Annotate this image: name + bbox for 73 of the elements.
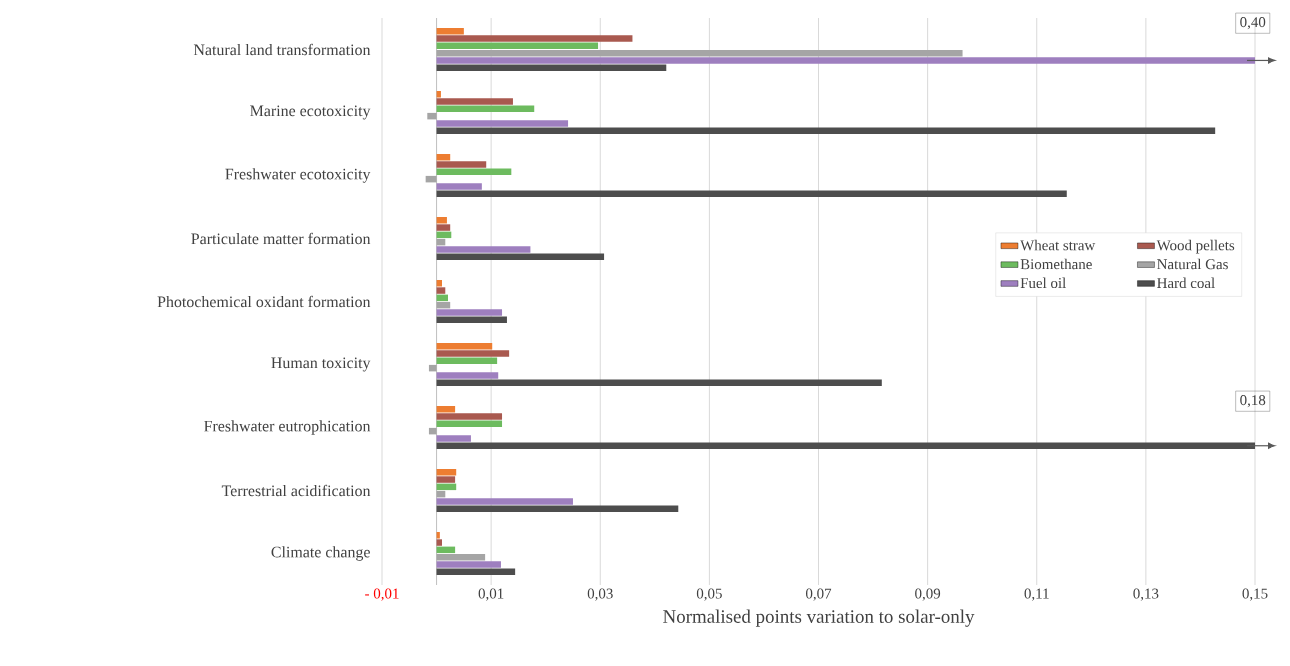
bar bbox=[436, 372, 499, 379]
legend-label: Fuel oil bbox=[1020, 277, 1066, 289]
bar bbox=[428, 364, 437, 372]
bar bbox=[436, 183, 482, 190]
bar bbox=[436, 224, 451, 231]
x-tick-label: 0,03 bbox=[587, 588, 613, 601]
x-tick-label: 0,07 bbox=[805, 588, 832, 601]
x-axis-title: Normalised points variation to solar-only bbox=[663, 609, 975, 627]
y-tick-label: Marine ecotoxicity bbox=[250, 105, 371, 120]
bar bbox=[436, 127, 1216, 134]
legend-label: Biomethane bbox=[1020, 258, 1092, 270]
y-tick-label: Terrestrial acidification bbox=[221, 484, 371, 497]
bar bbox=[436, 253, 605, 260]
bar bbox=[436, 568, 516, 575]
bar bbox=[436, 406, 456, 413]
bar bbox=[436, 476, 456, 483]
bar bbox=[436, 343, 493, 350]
bar bbox=[436, 28, 464, 35]
bar bbox=[436, 287, 446, 294]
bar bbox=[436, 168, 512, 176]
bar bbox=[436, 42, 599, 50]
y-tick-label: Climate change bbox=[271, 546, 370, 561]
bar bbox=[436, 420, 503, 428]
x-tick-label: 0,13 bbox=[1133, 588, 1159, 601]
bar bbox=[436, 64, 667, 71]
bar bbox=[428, 427, 437, 435]
bar bbox=[436, 309, 503, 316]
bar bbox=[436, 379, 882, 386]
bar bbox=[436, 498, 573, 505]
legend-label: Hard coal bbox=[1157, 277, 1215, 289]
x-tick-label: 0,15 bbox=[1242, 588, 1268, 601]
bar bbox=[436, 316, 507, 323]
bar bbox=[436, 435, 471, 442]
bar bbox=[436, 120, 569, 127]
bar bbox=[425, 175, 437, 183]
legend-label: Wheat straw bbox=[1020, 239, 1096, 251]
x-tick-label: 0,05 bbox=[696, 588, 722, 601]
legend-label: Wood pellets bbox=[1156, 239, 1235, 254]
bar bbox=[436, 532, 440, 539]
bar bbox=[436, 49, 963, 57]
bar bbox=[436, 91, 441, 98]
bar bbox=[436, 246, 531, 253]
bar bbox=[436, 154, 451, 161]
bar bbox=[436, 357, 498, 365]
y-tick-label: Freshwater eutrophication bbox=[204, 420, 371, 435]
bar bbox=[436, 57, 1256, 64]
y-tick-label: Freshwater ecotoxicity bbox=[225, 168, 371, 183]
x-tick-label: 0,09 bbox=[915, 588, 941, 601]
annotation: 0,18 bbox=[1240, 395, 1266, 408]
bar bbox=[436, 161, 487, 168]
legend-label: Natural Gas bbox=[1157, 258, 1228, 270]
bar bbox=[427, 112, 437, 120]
y-tick-label: Particulate matter formation bbox=[191, 232, 371, 245]
bar bbox=[436, 190, 1067, 197]
x-tick-label: 0,01 bbox=[478, 588, 504, 601]
bar bbox=[436, 280, 443, 287]
x-tick-label: 0,11 bbox=[1024, 588, 1049, 601]
bar bbox=[436, 35, 633, 42]
bar bbox=[436, 217, 447, 224]
bar bbox=[436, 539, 443, 546]
x-tick-label: - 0,01 bbox=[365, 588, 399, 601]
bar bbox=[436, 413, 503, 420]
bar bbox=[436, 105, 535, 113]
bar bbox=[436, 553, 486, 561]
bar bbox=[436, 505, 679, 512]
annotation: 0,40 bbox=[1240, 17, 1266, 30]
bar bbox=[436, 98, 513, 105]
y-tick-label: Photochemical oxidant formation bbox=[157, 295, 371, 308]
bar bbox=[436, 350, 510, 357]
bar bbox=[436, 469, 457, 476]
bar bbox=[436, 561, 501, 568]
y-tick-label: Human toxicity bbox=[271, 357, 371, 372]
y-tick-label: Natural land transformation bbox=[193, 43, 371, 56]
